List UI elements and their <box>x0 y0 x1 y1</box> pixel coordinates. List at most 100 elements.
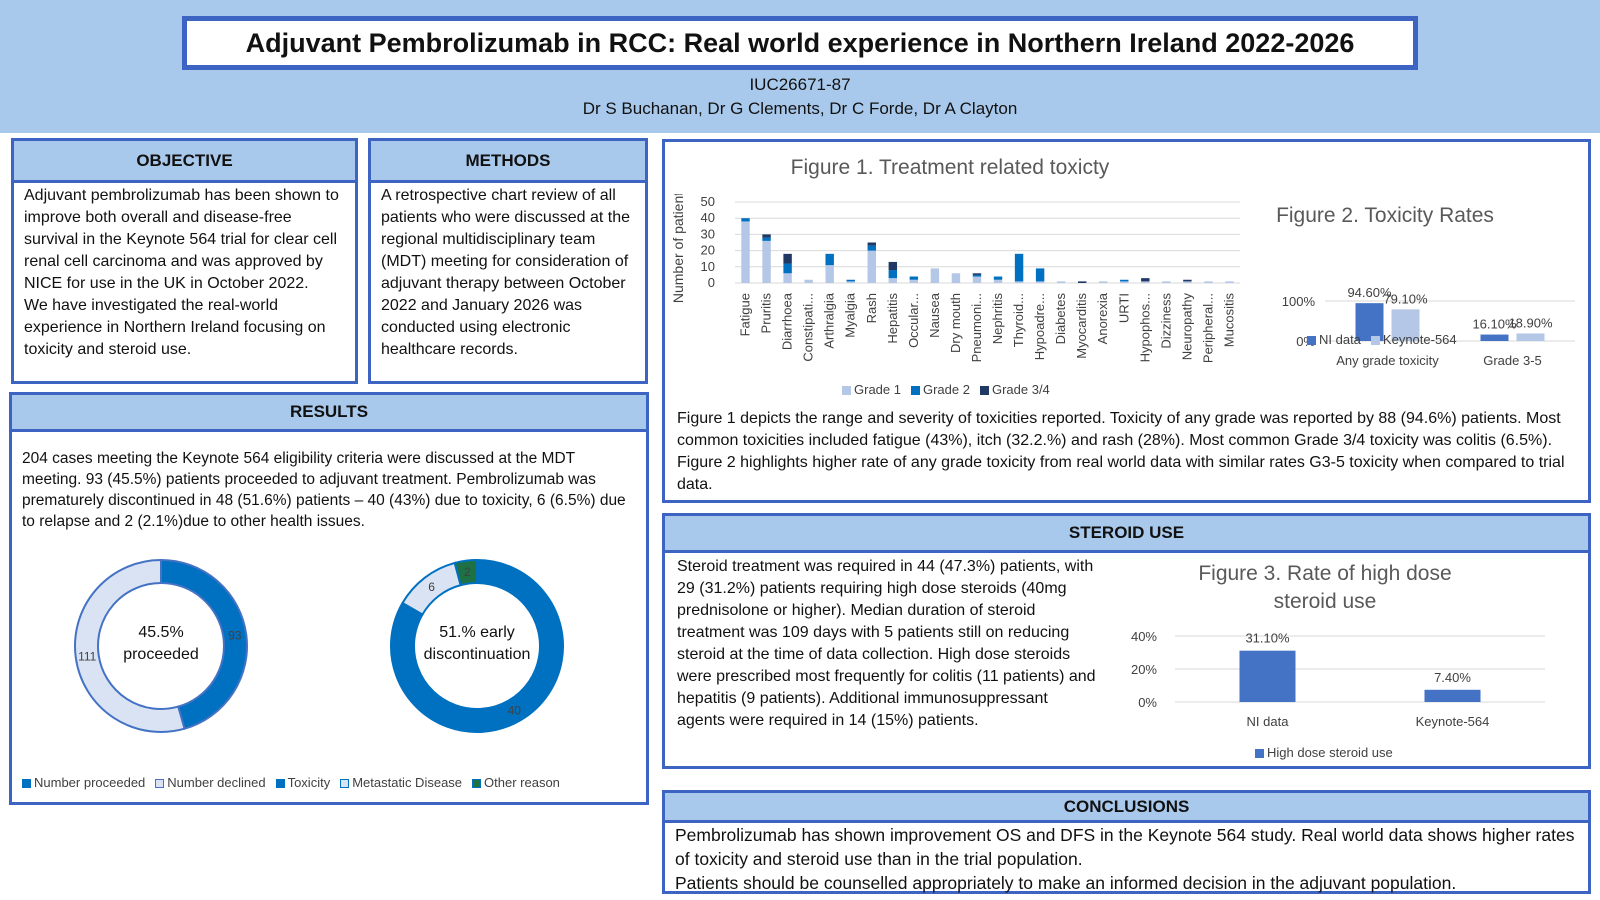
figure1-category-label: Mucositis <box>1221 293 1236 348</box>
donut-slice <box>160 558 248 730</box>
figure1-category-label: Hypoadre... <box>1032 293 1047 360</box>
objective-paragraph-1: Adjuvant pembrolizumab has been shown to… <box>24 187 339 292</box>
figure3-title-line1: Figure 3. Rate of high dose <box>1198 562 1452 585</box>
conclusions-panel: CONCLUSIONS Pembrolizumab has shown impr… <box>662 790 1591 894</box>
figure1-bar-grade-1 <box>741 221 750 283</box>
legend-grade34: Grade 3/4 <box>979 382 1050 397</box>
figure1-category-label: Hypophos... <box>1137 293 1152 362</box>
figure1-bar-grade-2 <box>909 276 919 280</box>
donut-discontinuation: 40 6 2 <box>390 558 564 733</box>
figure1-category-label: Diarrhoea <box>780 292 795 350</box>
methods-text: A retrospective chart review of all pati… <box>381 187 631 358</box>
figure3-category-label: NI data <box>1247 714 1290 729</box>
figure1-bar-grade-2 <box>762 237 771 241</box>
figure1-legend: Grade 1 Grade 2 Grade 3/4 <box>842 382 1050 397</box>
legend-item-proceeded: Number proceeded <box>22 775 145 790</box>
figure2-bar <box>1480 334 1509 341</box>
legend-grade2: Grade 2 <box>910 382 970 397</box>
legend-keynote: Keynote-564 <box>1370 332 1457 347</box>
figure1-category-label: Fatigue <box>738 293 753 336</box>
figure1-bar-grade-1 <box>972 276 982 283</box>
steroid-heading: STEROID USE <box>665 516 1588 553</box>
figure1-category-label: Myalgia <box>843 292 858 338</box>
donut2-center-line1: 51.% early <box>439 624 515 641</box>
results-heading: RESULTS <box>12 395 646 432</box>
figure1-ylabel: Number of patients <box>670 194 686 303</box>
figure1-bar-grade-1 <box>846 281 855 283</box>
figure3-title-line2: steroid use <box>1273 590 1377 613</box>
figure3-data-label: 31.10% <box>1245 631 1290 646</box>
figure3-ytick: 0% <box>1138 695 1157 710</box>
methods-heading: METHODS <box>371 141 645 183</box>
figure1-category-label: Nephritis <box>990 293 1005 345</box>
figure1-bar-grade-1 <box>762 240 771 283</box>
figure1-bar-grade-2 <box>846 279 855 282</box>
figure1-ytick: 50 <box>701 194 715 209</box>
figure1-category-label: Myocarditis <box>1074 293 1089 359</box>
conclusions-text: Pembrolizumab has shown improvement OS a… <box>665 823 1588 895</box>
figure1-bar-grade-3-4 <box>1141 278 1150 282</box>
figure1-category-label: Dry mouth <box>948 293 963 353</box>
legend-grade1: Grade 1 <box>842 382 901 397</box>
figure3-data-label: 7.40% <box>1434 670 1471 685</box>
figure1-bar-grade-1 <box>1162 281 1171 283</box>
donut-slice-label: 111 <box>78 649 97 663</box>
figure1-ytick: 40 <box>701 210 715 225</box>
figure1-category-label: Thyroid... <box>1011 293 1026 347</box>
conclusions-paragraph-1: Pembrolizumab has shown improvement OS a… <box>675 825 1575 869</box>
objective-heading: OBJECTIVE <box>14 141 355 183</box>
steroid-text: Steroid treatment was required in 44 (47… <box>677 558 1096 729</box>
results-legend: Number proceeded Number declined Toxicit… <box>22 775 560 790</box>
figure1-bar-grade-2 <box>783 263 792 274</box>
figure1-bar-grade-1 <box>783 273 792 283</box>
figure1-bar-grade-2 <box>993 276 1003 280</box>
objective-paragraph-2: We have investigated the real-world expe… <box>24 297 326 358</box>
header-band: Adjuvant Pembrolizumab in RCC: Real worl… <box>0 0 1600 133</box>
conclusions-paragraph-2: Patients should be counselled appropriat… <box>675 873 1457 893</box>
donut-slice-label: 6 <box>428 580 435 594</box>
objective-text: Adjuvant pembrolizumab has been shown to… <box>14 183 355 363</box>
figure1-bar-grade-1 <box>993 279 1003 283</box>
figure1-bar-grade-1 <box>888 278 898 283</box>
figure1-bar-grade-3-4 <box>972 273 982 275</box>
figure1-bar-grade-2 <box>1120 279 1129 282</box>
figure1-bar-grade-2 <box>825 253 834 266</box>
methods-panel: METHODS A retrospective chart review of … <box>368 138 648 384</box>
donut-proceeded: 93 111 <box>74 558 248 733</box>
figure1-bar-grade-3-4 <box>1183 279 1192 282</box>
donut-slice-label: 93 <box>228 629 242 643</box>
donut-slice <box>390 558 564 733</box>
figure1-category-label: URTI <box>1116 293 1131 323</box>
figure2-category-label: Grade 3-5 <box>1483 353 1542 368</box>
donut1-center-line1: 45.5% <box>138 624 183 641</box>
figure1-bar-grade-1 <box>1056 281 1066 283</box>
figure1-bar-grade-3-4 <box>867 242 876 246</box>
figure2-data-label: 94.60% <box>1347 285 1392 300</box>
figure1-ytick: 20 <box>701 243 715 258</box>
figure2-data-label: 16.10% <box>1472 317 1517 332</box>
figure3-chart: 0% 20% 40% 31.10% NI data 7.40% Keynote-564 <box>1131 629 1545 729</box>
figure2-title: Figure 2. Toxicity Rates <box>1276 204 1494 227</box>
figure1-bar-grade-2 <box>972 274 982 277</box>
figure1-caption: Figure 1 depicts the range and severity … <box>677 410 1565 493</box>
authors: Dr S Buchanan, Dr G Clements, Dr C Forde… <box>582 99 1018 118</box>
figure1-ytick: 10 <box>701 259 715 274</box>
figure2-bar <box>1516 333 1545 341</box>
figure3-title: Figure 3. Rate of high dose steroid use <box>1175 560 1475 616</box>
legend-item-declined: Number declined <box>155 775 266 790</box>
figure1-category-label: Rash <box>864 293 879 323</box>
figure1-bar-grade-1 <box>1183 281 1192 283</box>
figure2-category-label: Any grade toxicity <box>1336 353 1439 368</box>
figure1-bar-grade-2 <box>888 270 898 279</box>
legend-high-dose: High dose steroid use <box>1255 745 1393 760</box>
figure3-bar <box>1424 689 1481 702</box>
figure1-bar-grade-2 <box>741 218 750 222</box>
legend-ni-data: NI data <box>1307 332 1361 347</box>
figure3-ytick: 20% <box>1131 662 1157 677</box>
steroid-panel: STEROID USE Steroid treatment was requir… <box>662 513 1591 769</box>
results-text: 204 cases meeting the Keynote 564 eligib… <box>22 450 626 530</box>
figure1-bar-grade-1 <box>867 250 876 283</box>
objective-panel: OBJECTIVE Adjuvant pembrolizumab has bee… <box>11 138 358 384</box>
figure1-bar-grade-2 <box>1035 268 1045 282</box>
figure1-bar-grade-1 <box>1099 281 1108 283</box>
